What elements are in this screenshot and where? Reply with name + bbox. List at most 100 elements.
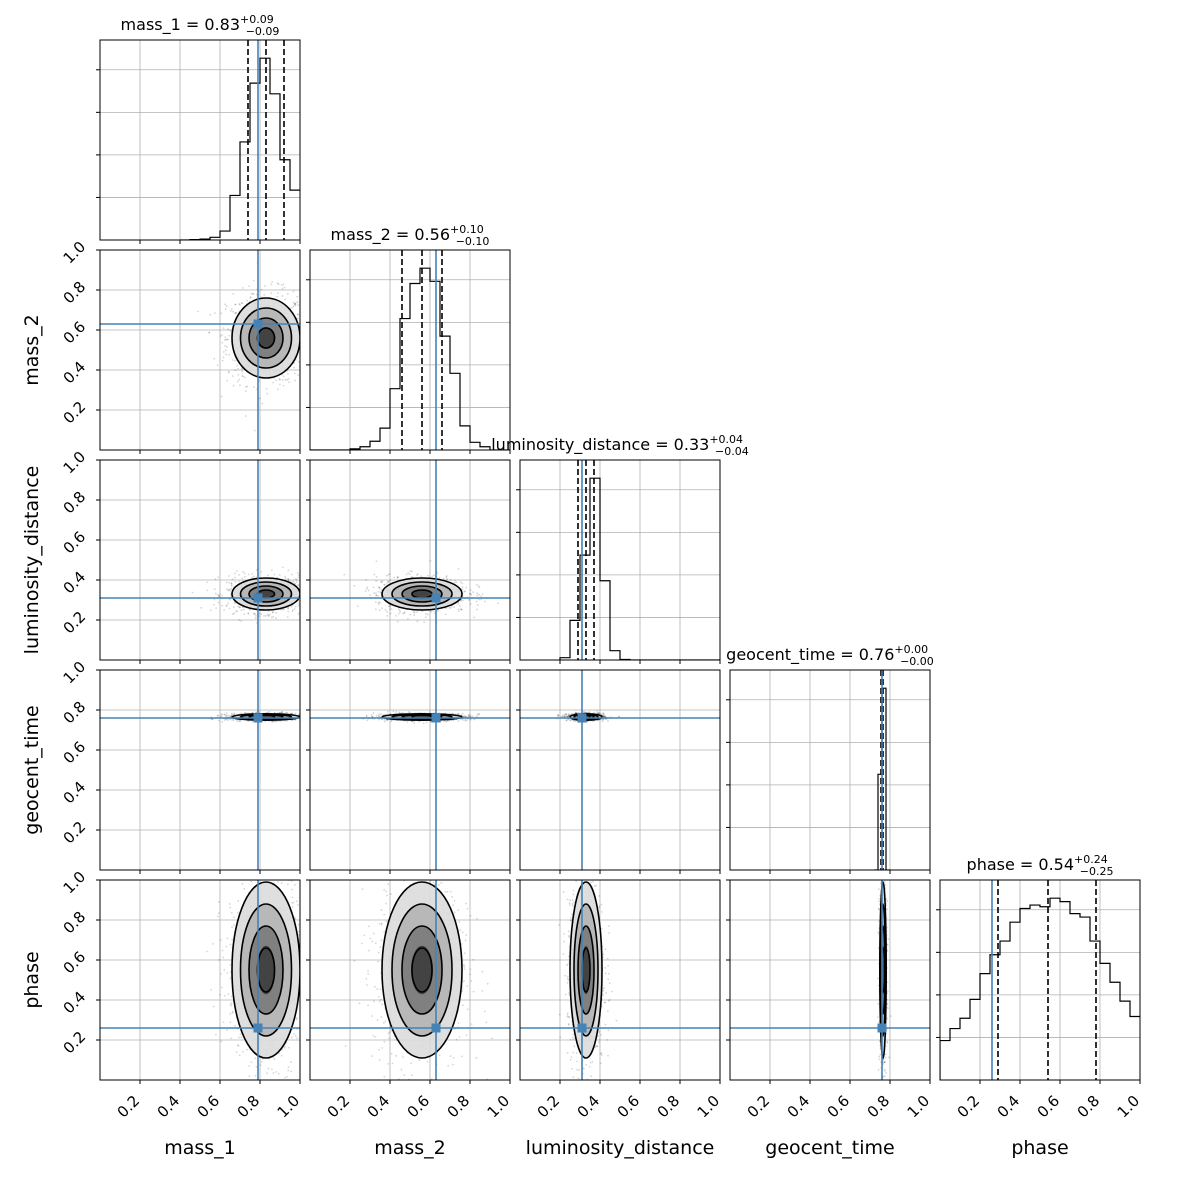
sample-point bbox=[240, 609, 243, 612]
sample-point bbox=[389, 608, 391, 610]
sample-point bbox=[287, 569, 290, 572]
sample-point bbox=[402, 612, 405, 615]
sample-point bbox=[218, 595, 221, 598]
sample-point bbox=[228, 588, 231, 591]
sample-point bbox=[406, 721, 409, 723]
sample-point bbox=[229, 329, 232, 332]
sample-point bbox=[291, 306, 294, 309]
sample-point bbox=[311, 714, 313, 716]
sample-point bbox=[251, 293, 254, 295]
sample-point bbox=[464, 715, 467, 718]
sample-point bbox=[291, 573, 293, 576]
sample-point bbox=[302, 342, 304, 344]
sample-point bbox=[227, 370, 230, 373]
title-minus: −0.04 bbox=[715, 445, 749, 458]
sample-point bbox=[356, 605, 359, 608]
sample-point bbox=[390, 608, 393, 611]
y-tick-label: 1.0 bbox=[60, 658, 90, 688]
sample-point bbox=[232, 384, 235, 387]
sample-point bbox=[377, 594, 379, 597]
sample-point bbox=[206, 589, 209, 592]
sample-point bbox=[280, 283, 283, 286]
truth-marker bbox=[253, 713, 263, 723]
sample-point bbox=[393, 576, 396, 579]
sample-point bbox=[377, 590, 380, 593]
sample-point bbox=[273, 720, 276, 723]
sample-point bbox=[287, 377, 290, 380]
title-minus: −0.10 bbox=[456, 235, 490, 248]
sample-point bbox=[226, 714, 229, 717]
sample-point bbox=[231, 613, 234, 615]
sample-point bbox=[266, 613, 269, 616]
sample-point bbox=[385, 574, 388, 577]
sample-point bbox=[476, 604, 479, 606]
sample-point bbox=[448, 606, 451, 609]
sample-point bbox=[433, 574, 435, 576]
sample-point bbox=[216, 714, 219, 717]
sample-point bbox=[226, 379, 229, 382]
sample-point bbox=[264, 615, 267, 617]
scatter-panel-mass_2-vs-luminosity_distance bbox=[306, 459, 511, 664]
sample-point bbox=[365, 578, 368, 581]
contour-line bbox=[401, 585, 443, 603]
sample-point bbox=[296, 313, 299, 316]
sample-point bbox=[461, 582, 464, 585]
sample-point bbox=[213, 312, 216, 314]
sample-point bbox=[303, 715, 305, 717]
sample-point bbox=[239, 384, 241, 387]
sample-point bbox=[497, 602, 499, 605]
sample-point bbox=[442, 577, 445, 580]
sample-point bbox=[407, 571, 410, 574]
panel-frame bbox=[309, 669, 511, 871]
sample-point bbox=[230, 587, 233, 590]
contour-line bbox=[391, 581, 453, 607]
sample-point bbox=[286, 379, 288, 381]
sample-point bbox=[408, 710, 410, 713]
sample-point bbox=[230, 584, 233, 587]
sample-point bbox=[392, 710, 395, 713]
sample-point bbox=[301, 312, 303, 314]
sample-point bbox=[242, 375, 244, 378]
sample-point bbox=[597, 712, 600, 715]
sample-point bbox=[272, 615, 275, 618]
sample-point bbox=[219, 593, 222, 596]
sample-point bbox=[302, 715, 304, 717]
sample-point bbox=[426, 613, 429, 616]
sample-point bbox=[374, 601, 377, 604]
sample-point bbox=[604, 715, 606, 718]
sample-point bbox=[468, 599, 471, 601]
sample-point bbox=[378, 718, 380, 721]
sample-point bbox=[316, 582, 318, 584]
sample-point bbox=[445, 720, 448, 723]
sample-point bbox=[226, 604, 228, 607]
sample-point bbox=[295, 580, 298, 583]
sample-point bbox=[191, 591, 194, 594]
sample-point bbox=[306, 594, 308, 596]
contour-line bbox=[248, 585, 284, 603]
sample-point bbox=[418, 720, 421, 723]
sample-point bbox=[469, 603, 472, 605]
panel-title: mass_1 = 0.83+0.09 −0.09 bbox=[121, 13, 280, 38]
sample-point bbox=[378, 713, 381, 716]
sample-point bbox=[252, 279, 255, 282]
sample-point bbox=[282, 608, 284, 611]
sample-point bbox=[219, 335, 222, 337]
y-tick-label: 0.2 bbox=[60, 608, 90, 638]
sample-point bbox=[230, 712, 233, 715]
sample-point bbox=[296, 301, 299, 304]
sample-point bbox=[247, 612, 250, 615]
sample-point bbox=[222, 351, 225, 353]
sample-point bbox=[304, 575, 306, 577]
sample-point bbox=[411, 720, 413, 723]
sample-point bbox=[295, 578, 298, 581]
sample-point bbox=[302, 586, 304, 588]
sample-point bbox=[477, 585, 480, 587]
sample-point bbox=[228, 334, 231, 337]
sample-point bbox=[383, 584, 386, 586]
sample-point bbox=[319, 343, 321, 345]
sample-point bbox=[316, 603, 318, 605]
sample-point bbox=[291, 610, 294, 613]
sample-point bbox=[378, 586, 381, 589]
sample-point bbox=[416, 611, 418, 613]
